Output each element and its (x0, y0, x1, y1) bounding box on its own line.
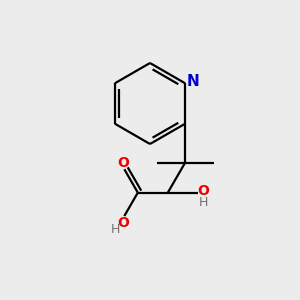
Text: H: H (111, 223, 121, 236)
Text: O: O (118, 216, 129, 230)
Text: N: N (187, 74, 200, 89)
Text: O: O (197, 184, 209, 198)
Text: O: O (117, 156, 129, 170)
Text: H: H (199, 196, 208, 209)
